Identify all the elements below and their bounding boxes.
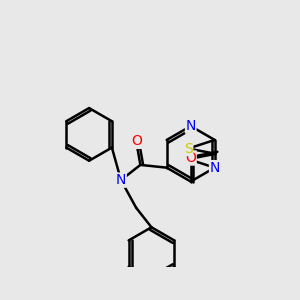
Text: O: O [185, 151, 196, 165]
Text: S: S [184, 142, 193, 155]
Text: N: N [185, 119, 196, 133]
Text: N: N [116, 173, 126, 187]
Text: N: N [209, 161, 220, 175]
Text: O: O [131, 134, 142, 148]
